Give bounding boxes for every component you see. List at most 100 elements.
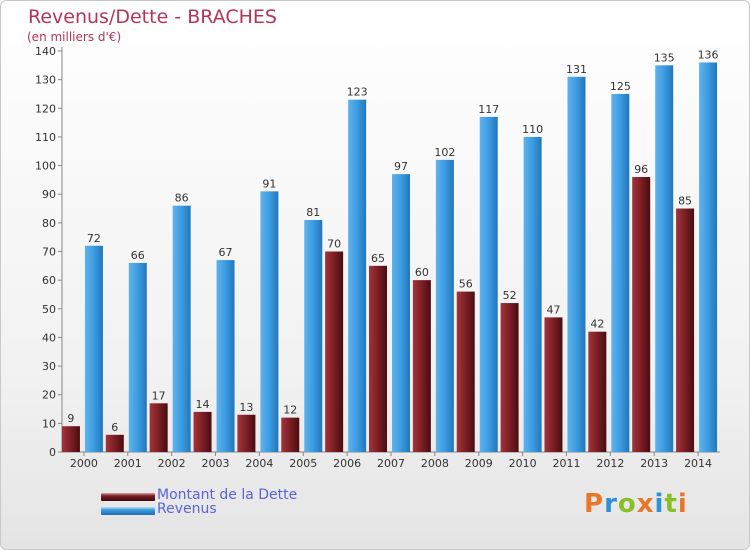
x-tick-label: 2003	[202, 457, 230, 470]
bar-dette	[105, 434, 124, 452]
proxiti-logo: Proxiti	[584, 489, 688, 519]
bar-dette	[61, 426, 80, 452]
data-label-dette: 56	[459, 278, 473, 291]
y-tick-label: 60	[42, 274, 56, 287]
chart-subtitle: (en milliers d'€)	[27, 30, 122, 44]
data-label-dette: 96	[634, 163, 648, 176]
data-label-revenus: 110	[522, 123, 543, 136]
bar-dette	[149, 403, 168, 452]
bar-revenus	[128, 262, 147, 452]
y-tick-label: 130	[35, 74, 56, 87]
data-label-revenus: 81	[306, 206, 320, 219]
bar-dette	[632, 177, 651, 452]
x-tick-label: 2000	[70, 457, 98, 470]
bar-dette	[500, 303, 519, 452]
bar-dette	[412, 280, 431, 452]
y-tick-label: 40	[42, 331, 56, 344]
bar-revenus	[84, 245, 103, 452]
bar-revenus	[567, 76, 586, 453]
bar-dette	[193, 411, 212, 452]
data-label-dette: 47	[546, 303, 560, 316]
logo-letter: r	[604, 489, 618, 519]
data-label-dette: 9	[67, 412, 74, 425]
bar-revenus	[260, 191, 279, 452]
bar-revenus	[392, 174, 410, 452]
data-label-revenus: 86	[175, 192, 189, 205]
logo-letter: t	[664, 489, 678, 519]
data-label-dette: 52	[503, 289, 517, 302]
bar-dette	[281, 417, 300, 452]
bar-revenus	[523, 136, 542, 452]
bar-revenus	[348, 99, 367, 452]
bar-dette	[237, 414, 256, 452]
logo-letter: P	[584, 489, 605, 519]
data-label-revenus: 97	[394, 160, 408, 173]
y-tick-label: 90	[42, 188, 56, 201]
data-label-revenus: 131	[566, 63, 587, 76]
bar-dette	[325, 251, 344, 452]
x-tick-label: 2001	[114, 457, 142, 470]
data-label-revenus: 102	[434, 146, 455, 159]
bar-dette	[544, 317, 563, 452]
x-tick-label: 2012	[596, 457, 624, 470]
data-label-dette: 85	[678, 195, 692, 208]
legend-label-revenus: Revenus	[157, 501, 217, 517]
legend-swatch-dette	[101, 493, 155, 501]
logo-letter: i	[654, 489, 665, 519]
y-tick-label: 120	[35, 102, 56, 115]
bar-revenus	[699, 62, 718, 452]
x-tick-label: 2004	[245, 457, 273, 470]
bar-revenus	[435, 159, 454, 453]
bar-dette	[369, 265, 387, 452]
bar-revenus	[611, 93, 630, 452]
bar-revenus	[479, 116, 498, 452]
y-tick-label: 30	[42, 360, 56, 373]
data-label-dette: 6	[111, 421, 118, 434]
y-tick-label: 110	[35, 131, 56, 144]
x-tick-label: 2007	[377, 457, 405, 470]
data-label-dette: 13	[239, 401, 253, 414]
x-tick-label: 2008	[421, 457, 449, 470]
bar-revenus	[655, 65, 674, 453]
legend-swatch-revenus	[101, 507, 155, 515]
x-tick-label: 2002	[158, 457, 186, 470]
data-label-revenus: 67	[219, 246, 233, 259]
data-label-dette: 17	[152, 389, 166, 402]
x-tick-label: 2006	[333, 457, 361, 470]
data-label-revenus: 72	[87, 232, 101, 245]
data-label-dette: 60	[415, 266, 429, 279]
data-label-revenus: 135	[654, 51, 675, 64]
logo-letter: i	[677, 489, 688, 519]
bar-dette	[588, 331, 607, 452]
x-tick-label: 2014	[684, 457, 712, 470]
x-tick-label: 2010	[509, 457, 537, 470]
data-label-dette: 12	[283, 404, 297, 417]
legend-label-dette: Montant de la Dette	[157, 487, 298, 503]
y-tick-label: 20	[42, 389, 56, 402]
y-tick-label: 140	[35, 45, 56, 58]
y-tick-label: 80	[42, 217, 56, 230]
x-tick-label: 2009	[465, 457, 493, 470]
data-label-dette: 70	[327, 238, 341, 251]
data-label-revenus: 91	[262, 177, 276, 190]
data-label-dette: 65	[371, 252, 385, 265]
y-tick-label: 50	[42, 303, 56, 316]
y-tick-label: 100	[35, 160, 56, 173]
x-tick-label: 2005	[289, 457, 317, 470]
x-tick-label: 2011	[552, 457, 580, 470]
data-label-revenus: 136	[698, 48, 719, 61]
bar-revenus	[216, 260, 235, 452]
y-tick-label: 70	[42, 246, 56, 259]
bar-dette	[676, 208, 695, 452]
data-label-revenus: 117	[478, 103, 499, 116]
logo-letter: x	[636, 489, 655, 519]
data-label-dette: 42	[590, 318, 604, 331]
y-tick-label: 10	[42, 417, 56, 430]
data-label-revenus: 125	[610, 80, 631, 93]
x-tick-label: 2013	[640, 457, 668, 470]
bar-revenus	[304, 219, 323, 452]
data-label-dette: 14	[196, 398, 210, 411]
bar-revenus	[172, 205, 191, 452]
